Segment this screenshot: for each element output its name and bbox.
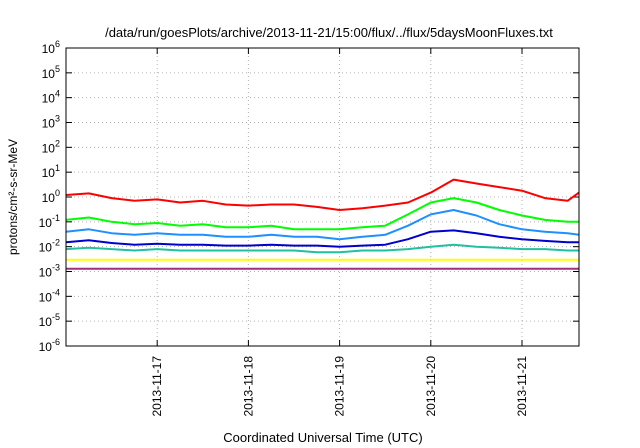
x-tick-label: 2013-11-17 [150,356,164,417]
y-tick-label: 10-1 [39,213,60,230]
series-line-3 [65,209,580,241]
y-axis-label: protons/cm²-s-sr-MeV [6,139,20,255]
series-line-4 [65,229,579,248]
y-tick-label: 10-6 [39,337,60,354]
y-tick-label: 10-2 [39,238,60,255]
series-lines [65,178,580,270]
x-tick-label: 2013-11-20 [424,356,438,417]
x-tick-label: 2013-11-21 [515,356,529,417]
y-tick-label: 104 [42,89,60,106]
series-line-5 [65,243,579,254]
chart-title: /data/run/goesPlots/archive/2013-11-21/1… [105,25,553,40]
plot-frame [65,47,580,347]
x-tick-label: 2013-11-19 [333,356,347,417]
y-tick-label: 103 [42,114,60,131]
y-tick-label: 105 [42,64,60,81]
y-tick-label: 106 [42,39,60,56]
x-axis-label: Coordinated Universal Time (UTC) [223,430,422,445]
series-line-2 [65,197,579,231]
grid [66,47,579,347]
y-tick-label: 102 [42,138,60,155]
y-tick-label: 100 [42,188,60,205]
series-line-1 [65,178,580,211]
y-tick-label: 101 [42,163,60,180]
y-tick-label: 10-5 [39,312,60,329]
y-tick-label: 10-4 [39,287,60,304]
x-tick-label: 2013-11-18 [241,356,255,417]
y-tick-label: 10-3 [39,263,60,280]
x-tick-labels: 2013-11-17 2013-11-18 2013-11-19 2013-11-20… [150,356,529,417]
y-tick-labels: 10-6 10-5 10-4 10-3 10-2 10-1 100 101 102 103 104 1… [39,39,60,354]
